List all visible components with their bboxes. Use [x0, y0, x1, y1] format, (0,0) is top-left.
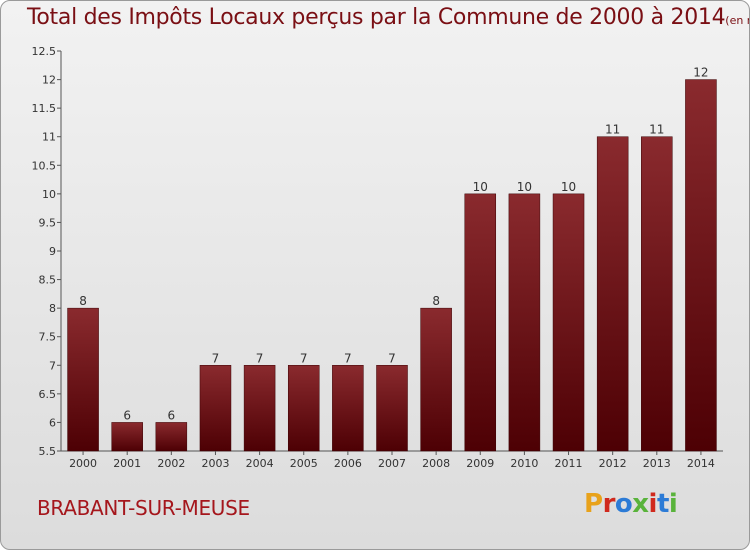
x-tick-label: 2004 [246, 457, 274, 470]
x-tick-label: 2002 [157, 457, 185, 470]
bar-value-label: 7 [388, 351, 396, 365]
x-tick-label: 2008 [422, 457, 450, 470]
logo-letter: r [602, 489, 616, 519]
y-tick-label: 11.5 [32, 102, 57, 115]
bar-value-label: 7 [300, 351, 308, 365]
logo-letter: P [584, 489, 603, 519]
bar [420, 307, 452, 452]
x-tick-label: 2005 [290, 457, 318, 470]
bar [685, 79, 717, 452]
x-tick-label: 2009 [466, 457, 494, 470]
x-tick-label: 2003 [201, 457, 229, 470]
bar [67, 307, 99, 452]
x-tick-label: 2006 [334, 457, 362, 470]
bar-value-label: 11 [605, 123, 620, 137]
bar-value-label: 8 [432, 294, 440, 308]
bar [552, 193, 585, 452]
x-tick-label: 2014 [687, 457, 715, 470]
x-tick-label: 2000 [69, 457, 97, 470]
bar-value-label: 6 [123, 408, 131, 422]
chart-title: Total des Impôts Locaux perçus par la Co… [27, 5, 749, 30]
logo-letter: i [668, 489, 678, 519]
bar-value-label: 12 [693, 66, 708, 80]
logo-letter: o [614, 489, 633, 519]
bar-value-label: 7 [344, 351, 352, 365]
logo-letter: t [656, 489, 669, 519]
y-tick-label: 9 [49, 245, 56, 258]
y-tick-label: 12.5 [32, 45, 57, 58]
bar-value-label: 11 [649, 123, 664, 137]
bar [508, 193, 541, 452]
bar [155, 422, 188, 452]
bar [464, 193, 497, 452]
x-tick-label: 2012 [599, 457, 627, 470]
x-tick-label: 2007 [378, 457, 406, 470]
y-tick-label: 10 [42, 188, 56, 201]
bar-value-label: 7 [212, 351, 220, 365]
y-tick-label: 5.5 [39, 445, 57, 458]
bar [243, 365, 276, 452]
x-tick-label: 2010 [510, 457, 538, 470]
bar [199, 365, 232, 452]
y-tick-label: 11 [42, 131, 56, 144]
bar [596, 136, 629, 452]
bar-value-label: 6 [168, 408, 176, 422]
chart-subtitle: (en milliers d'€) [725, 14, 749, 27]
bar-value-label: 10 [517, 180, 532, 194]
y-tick-label: 6.5 [39, 388, 57, 401]
bar-value-label: 10 [473, 180, 488, 194]
bar [332, 365, 364, 452]
x-tick-label: 2001 [113, 457, 141, 470]
y-tick-label: 9.5 [39, 216, 57, 229]
bar [641, 136, 673, 452]
bar [111, 422, 143, 452]
bar [376, 365, 408, 452]
logo-letter: x [632, 489, 649, 519]
y-tick-label: 10.5 [32, 159, 57, 172]
x-tick-label: 2011 [555, 457, 583, 470]
y-tick-label: 7.5 [39, 331, 57, 344]
chart-title-text: Total des Impôts Locaux perçus par la Co… [27, 5, 726, 30]
y-tick-label: 6 [49, 416, 56, 429]
logo-letter: i [648, 489, 658, 519]
bar-value-label: 8 [79, 294, 87, 308]
bar-value-label: 10 [561, 180, 576, 194]
bar-value-label: 7 [256, 351, 264, 365]
y-tick-label: 8.5 [39, 274, 57, 287]
y-tick-label: 12 [42, 74, 56, 87]
bar [287, 365, 320, 452]
proxiti-logo: Proxiti [584, 489, 678, 519]
x-tick-label: 2013 [643, 457, 671, 470]
commune-name: BRABANT-SUR-MEUSE [37, 496, 250, 520]
y-tick-label: 7 [49, 359, 56, 372]
y-tick-label: 8 [49, 302, 56, 315]
